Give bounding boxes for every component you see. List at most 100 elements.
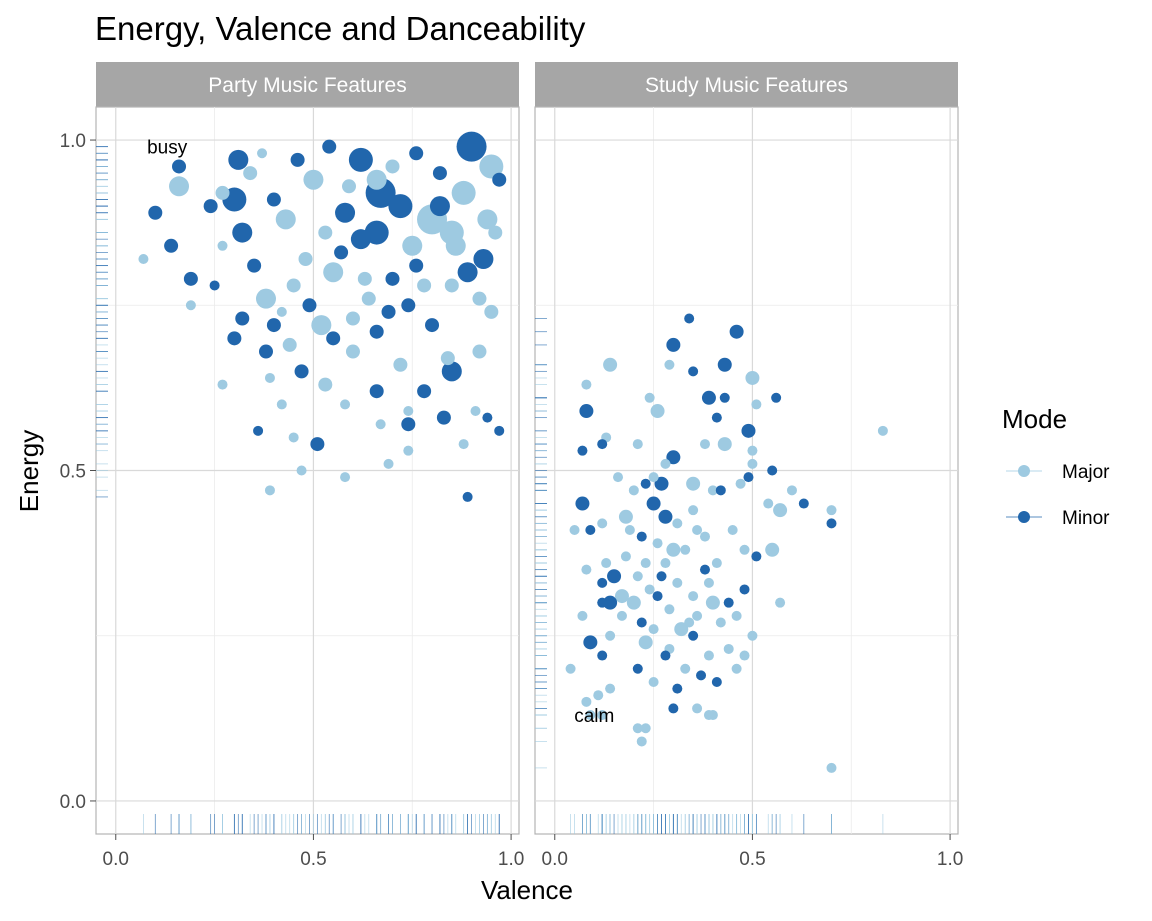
data-point (458, 439, 469, 450)
data-point (773, 503, 788, 518)
data-point (492, 172, 507, 187)
data-point (648, 676, 659, 687)
data-point (303, 169, 324, 190)
data-point (581, 379, 592, 390)
legend-label: Minor (1062, 508, 1110, 529)
data-point (739, 544, 750, 555)
y-axis-title: Energy (14, 430, 44, 512)
data-point (282, 337, 297, 352)
data-point (334, 245, 349, 260)
data-point (227, 331, 242, 346)
data-point (735, 478, 746, 489)
data-point (640, 723, 651, 734)
x-tick-label: 1.0 (498, 849, 524, 870)
data-point (345, 344, 360, 359)
data-point (751, 399, 762, 410)
data-point (626, 595, 641, 610)
data-point (717, 357, 732, 372)
data-point (275, 209, 296, 230)
data-point (311, 315, 332, 336)
strip-label-party: Party Music Features (208, 74, 406, 97)
data-point (318, 377, 333, 392)
data-point (731, 663, 742, 674)
data-point (652, 538, 663, 549)
data-point (636, 736, 647, 747)
data-point (727, 524, 738, 535)
data-point (616, 610, 627, 621)
data-point (607, 569, 622, 584)
data-point (444, 278, 459, 293)
legend-label: Major (1062, 462, 1110, 483)
data-point (826, 505, 837, 516)
data-point (666, 450, 681, 465)
data-point (741, 423, 756, 438)
data-point (605, 630, 616, 641)
annotation-calm: calm (574, 706, 614, 727)
data-point (605, 683, 616, 694)
panel-grid (535, 107, 958, 834)
data-point (705, 595, 720, 610)
data-point (484, 304, 499, 319)
strip-background (535, 62, 958, 107)
x-tick-label: 0.5 (739, 849, 765, 870)
legend-key-point (1018, 465, 1030, 477)
data-point (290, 152, 305, 167)
data-point (620, 551, 631, 562)
y-tick-label: 0.5 (60, 462, 86, 483)
data-point (494, 425, 505, 436)
data-point (632, 571, 643, 582)
data-point (258, 344, 273, 359)
data-point (456, 131, 487, 162)
data-point (326, 331, 341, 346)
data-point (707, 710, 718, 721)
data-point (877, 425, 888, 436)
data-point (417, 278, 432, 293)
data-point (318, 225, 333, 240)
data-point (688, 630, 699, 641)
data-point (409, 258, 424, 273)
data-point (445, 235, 466, 256)
data-point (603, 595, 618, 610)
data-point (183, 271, 198, 286)
data-point (644, 584, 655, 595)
data-point (707, 485, 718, 496)
data-point (472, 291, 487, 306)
data-point (618, 509, 633, 524)
data-point (383, 458, 394, 469)
annotation-busy: busy (147, 138, 188, 159)
data-point (703, 577, 714, 588)
strip-label-study: Study Music Features (645, 74, 848, 97)
data-point (266, 192, 281, 207)
panel-grid (96, 107, 519, 834)
data-point (228, 149, 249, 170)
data-point (674, 622, 689, 637)
data-point (729, 324, 744, 339)
data-point (482, 412, 493, 423)
data-point (403, 406, 414, 417)
data-point (345, 311, 360, 326)
data-point (786, 485, 797, 496)
y-axis: 0.0 0.5 1.0 (60, 131, 96, 813)
data-point (470, 406, 481, 417)
data-point (436, 410, 451, 425)
data-point (684, 617, 695, 628)
data-point (217, 240, 228, 251)
data-point (477, 209, 498, 230)
data-point (257, 148, 268, 159)
data-point (340, 472, 351, 483)
data-point (692, 703, 703, 714)
data-point (357, 271, 372, 286)
data-point (699, 531, 710, 542)
data-point (680, 544, 691, 555)
data-point (340, 399, 351, 410)
data-point (294, 364, 309, 379)
data-point (686, 476, 701, 491)
data-point (648, 472, 659, 483)
data-point (711, 412, 722, 423)
data-point (488, 225, 503, 240)
data-point (699, 564, 710, 575)
data-point (215, 185, 230, 200)
x-tick-label: 1.0 (937, 849, 963, 870)
data-point (298, 252, 313, 267)
data-point (440, 351, 455, 366)
